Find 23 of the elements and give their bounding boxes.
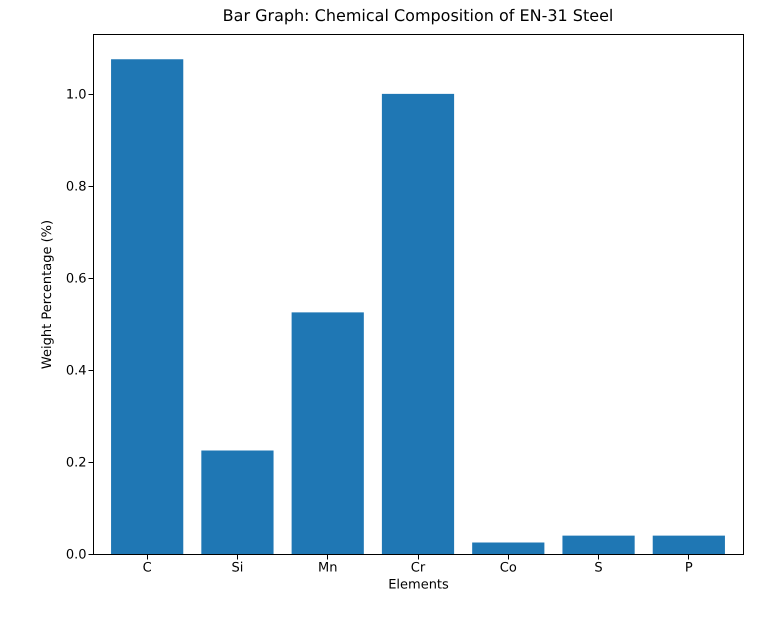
y-tick-label: 0.4 — [66, 363, 86, 378]
x-tick-label: P — [684, 560, 693, 576]
x-tick-label: Co — [500, 560, 517, 576]
bar — [652, 536, 725, 554]
chart-title: Bar Graph: Chemical Composition of EN-31 Steel — [222, 6, 614, 25]
bar — [201, 450, 274, 554]
x-tick-label: Mn — [318, 560, 338, 576]
y-tick-label: 0.0 — [66, 548, 86, 562]
y-tick-label: 1.0 — [66, 87, 86, 102]
bar — [472, 542, 544, 554]
y-axis-title: Weight Percentage (%) — [40, 220, 55, 370]
x-tick-label: C — [142, 560, 152, 576]
y-tick-label: 0.8 — [66, 179, 86, 194]
x-tick-label: Si — [232, 560, 244, 576]
y-tick-label: 0.2 — [66, 455, 86, 470]
y-tick-label: 0.6 — [66, 271, 86, 286]
bar — [292, 312, 364, 554]
bar — [562, 536, 635, 554]
bar — [111, 59, 184, 554]
x-axis-title: Elements — [388, 578, 450, 592]
x-tick-label: Cr — [410, 560, 426, 576]
bar — [382, 94, 454, 554]
x-tick-label: S — [594, 560, 603, 576]
